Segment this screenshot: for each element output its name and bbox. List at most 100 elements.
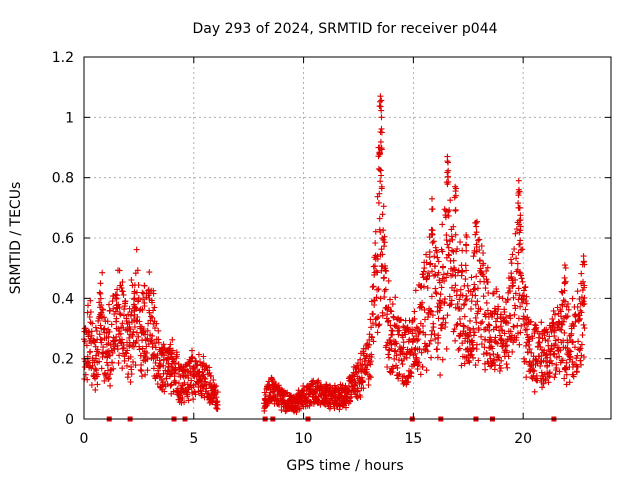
data-point bbox=[389, 327, 396, 334]
data-point bbox=[367, 316, 374, 323]
data-point bbox=[401, 356, 407, 362]
data-points bbox=[81, 93, 588, 422]
data-point bbox=[388, 308, 395, 315]
data-point bbox=[418, 303, 425, 310]
data-point bbox=[394, 364, 401, 371]
data-point bbox=[166, 345, 173, 352]
data-point bbox=[551, 374, 558, 381]
data-point bbox=[532, 356, 539, 363]
data-point bbox=[473, 229, 480, 236]
data-point bbox=[574, 303, 581, 310]
data-point bbox=[170, 358, 177, 365]
data-point bbox=[548, 346, 555, 352]
data-point bbox=[431, 331, 438, 337]
data-point bbox=[94, 346, 101, 353]
data-point bbox=[375, 199, 382, 206]
data-point bbox=[564, 313, 571, 320]
data-point bbox=[439, 221, 446, 228]
data-point bbox=[458, 362, 465, 369]
data-point bbox=[515, 285, 522, 292]
data-point bbox=[119, 320, 126, 327]
data-point bbox=[433, 290, 440, 297]
data-point bbox=[85, 359, 92, 366]
data-point bbox=[444, 270, 451, 277]
data-point bbox=[551, 350, 558, 357]
data-point bbox=[483, 268, 490, 274]
data-point bbox=[466, 359, 473, 366]
data-point bbox=[435, 332, 442, 339]
data-point bbox=[126, 305, 133, 312]
data-point bbox=[533, 324, 540, 331]
data-point bbox=[171, 359, 178, 366]
x-tick-label: 20 bbox=[514, 431, 532, 447]
x-axis-title: GPS time / hours bbox=[286, 458, 403, 474]
data-point bbox=[519, 278, 526, 285]
data-point bbox=[428, 354, 435, 361]
data-point bbox=[282, 408, 289, 415]
data-point bbox=[128, 371, 135, 377]
data-point bbox=[458, 305, 465, 312]
data-point bbox=[429, 227, 436, 234]
data-point bbox=[475, 237, 482, 244]
data-point bbox=[168, 363, 175, 370]
data-point bbox=[376, 321, 383, 328]
data-point bbox=[142, 371, 149, 378]
data-point bbox=[377, 103, 384, 110]
data-point bbox=[580, 321, 587, 328]
data-point bbox=[517, 329, 524, 336]
data-point bbox=[523, 358, 529, 365]
data-point bbox=[427, 307, 434, 314]
data-point bbox=[373, 294, 380, 301]
data-point bbox=[372, 263, 378, 270]
data-point bbox=[374, 329, 381, 336]
data-point bbox=[347, 398, 354, 405]
data-point bbox=[541, 347, 548, 354]
data-point bbox=[563, 381, 570, 388]
data-point bbox=[474, 298, 481, 305]
data-point bbox=[534, 377, 541, 384]
data-point bbox=[97, 295, 104, 302]
data-point bbox=[513, 255, 520, 262]
data-point bbox=[405, 379, 412, 385]
data-point bbox=[197, 358, 203, 365]
data-point bbox=[96, 289, 103, 296]
data-point bbox=[111, 338, 117, 345]
data-point bbox=[195, 351, 202, 358]
data-point bbox=[443, 179, 450, 186]
data-point bbox=[133, 246, 140, 253]
data-point bbox=[374, 286, 381, 293]
data-point bbox=[113, 333, 120, 340]
data-point bbox=[276, 401, 283, 408]
data-point bbox=[456, 296, 463, 303]
data-point bbox=[352, 379, 359, 386]
data-point bbox=[390, 314, 397, 321]
data-point bbox=[471, 286, 478, 293]
data-point bbox=[538, 353, 545, 359]
data-point bbox=[208, 373, 214, 380]
data-point bbox=[357, 356, 364, 363]
data-point bbox=[393, 340, 400, 347]
data-point bbox=[567, 348, 574, 355]
data-point bbox=[97, 280, 104, 287]
data-point bbox=[377, 178, 384, 185]
data-point bbox=[524, 331, 530, 338]
data-point bbox=[451, 326, 458, 333]
data-point bbox=[104, 362, 111, 369]
data-point bbox=[478, 341, 485, 347]
data-point bbox=[484, 264, 491, 271]
data-point bbox=[499, 295, 506, 302]
data-point bbox=[428, 230, 435, 237]
data-point bbox=[381, 243, 387, 250]
data-point bbox=[537, 362, 544, 369]
data-point bbox=[572, 318, 579, 325]
data-point bbox=[571, 323, 577, 330]
data-point bbox=[507, 288, 513, 295]
data-point bbox=[480, 250, 487, 256]
data-point bbox=[400, 344, 407, 351]
data-point bbox=[121, 312, 127, 319]
data-point bbox=[473, 341, 480, 348]
data-point bbox=[470, 354, 476, 361]
data-point bbox=[501, 330, 508, 337]
data-point bbox=[469, 339, 476, 346]
data-point bbox=[92, 324, 99, 331]
